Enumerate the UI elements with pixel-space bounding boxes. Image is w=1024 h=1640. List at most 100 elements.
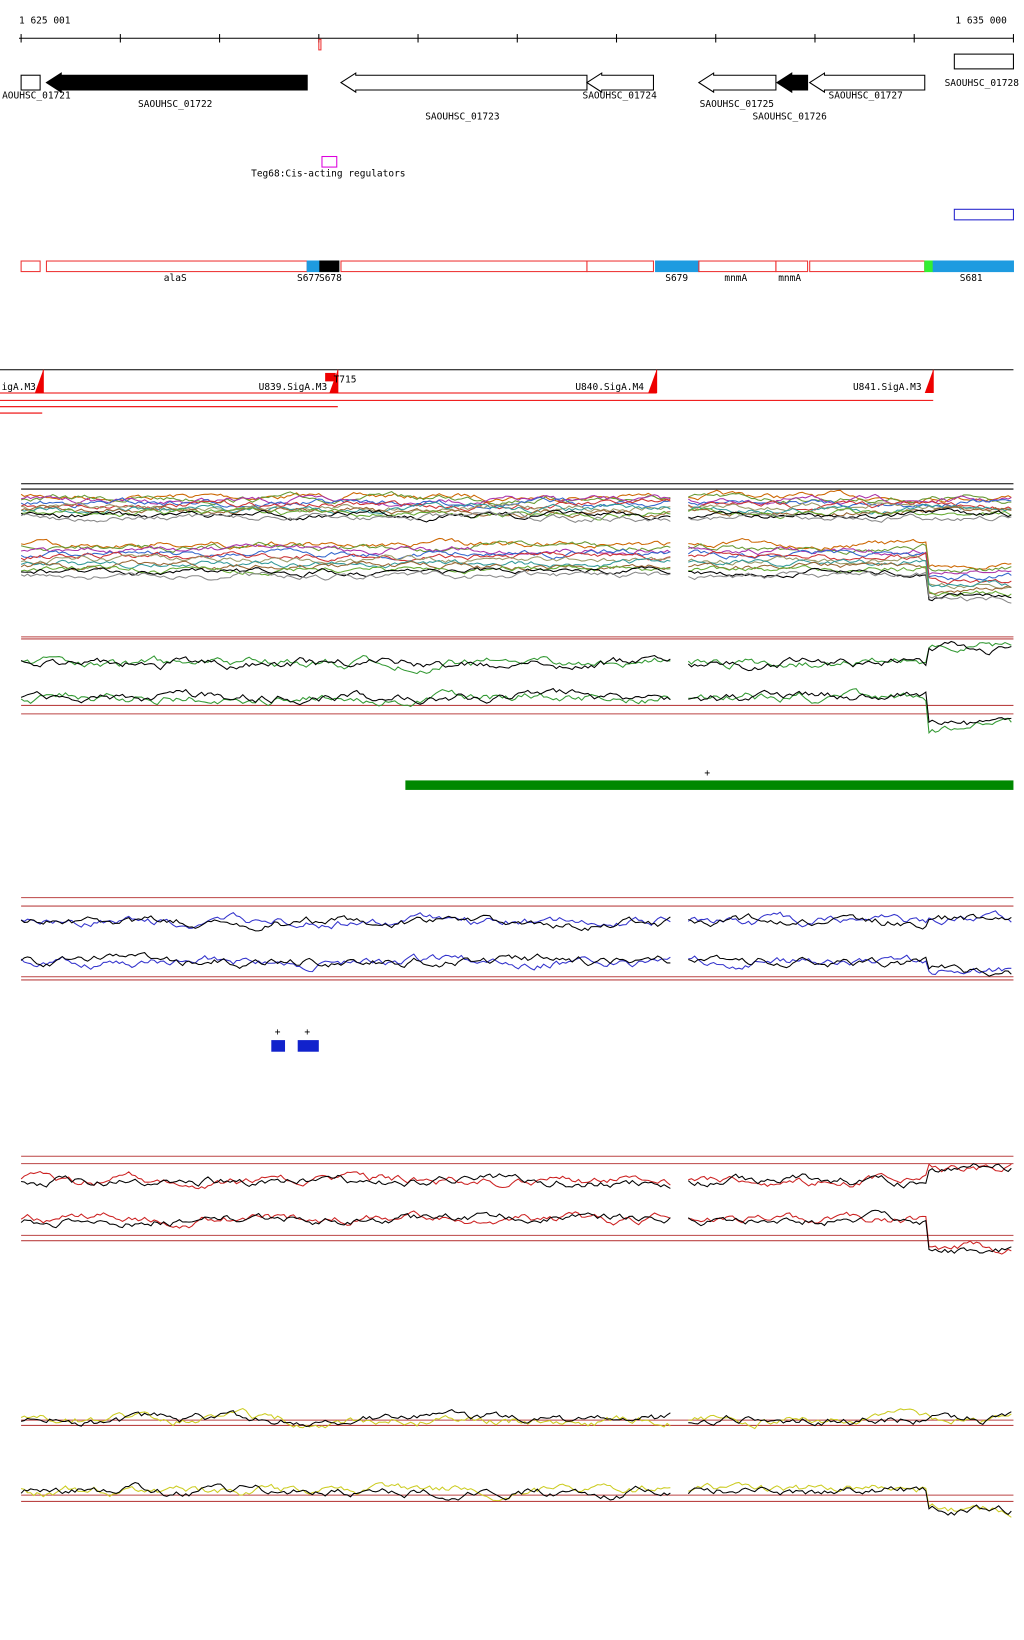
feature bbox=[809, 260, 926, 273]
gene-arrow bbox=[808, 72, 926, 94]
feature-label: mnmA bbox=[778, 273, 801, 284]
feature-label: S679 bbox=[665, 273, 688, 284]
gene-label: SAOUHSC_01726 bbox=[752, 112, 827, 123]
expression-line bbox=[20, 551, 671, 563]
expression-line bbox=[20, 492, 671, 503]
feature bbox=[340, 260, 588, 273]
regulator-box bbox=[321, 155, 338, 168]
regulator-label: Teg68:Cis-acting regulators bbox=[251, 169, 405, 180]
gene-label: SAOUHSC_01725 bbox=[700, 99, 774, 110]
expression-line bbox=[20, 1481, 671, 1501]
expression-line bbox=[688, 550, 1012, 585]
expression-line bbox=[688, 954, 1012, 975]
feature-label: alaS bbox=[164, 273, 187, 284]
expression-line bbox=[20, 547, 671, 561]
promoter-arrow bbox=[924, 369, 934, 393]
gene-label: SAOUHSC_01722 bbox=[138, 99, 212, 110]
expression-line bbox=[20, 564, 671, 576]
expression-line bbox=[688, 561, 1012, 595]
feature bbox=[20, 260, 41, 273]
expression-line bbox=[20, 557, 671, 569]
expression-line bbox=[688, 1411, 1012, 1427]
gene-label: SAOUHSC_01724 bbox=[582, 90, 657, 101]
expression-line bbox=[688, 506, 1012, 520]
gene-arrow bbox=[585, 72, 654, 94]
gene-box bbox=[20, 74, 41, 91]
expression-line bbox=[687, 1209, 1012, 1254]
expression-line bbox=[20, 687, 671, 706]
feature bbox=[45, 260, 308, 273]
expression-line bbox=[20, 509, 671, 523]
expression-line bbox=[688, 558, 1012, 589]
expression-line bbox=[21, 543, 671, 556]
feature-label: S677 bbox=[297, 273, 320, 284]
gene-box bbox=[953, 53, 1014, 70]
expression-line bbox=[688, 511, 1012, 523]
promoter-label: U839.SigA.M3 bbox=[259, 382, 328, 393]
feature bbox=[932, 260, 1014, 273]
expression-line bbox=[20, 654, 671, 671]
expression-line bbox=[688, 493, 1012, 506]
expression-line bbox=[21, 553, 671, 565]
expression-line bbox=[687, 641, 1012, 670]
expression-line bbox=[20, 914, 671, 932]
expression-line bbox=[688, 537, 1012, 570]
expression-line bbox=[20, 912, 671, 930]
promoter-label: U841.SigA.M3 bbox=[853, 382, 922, 393]
feature bbox=[319, 260, 340, 273]
expression-line bbox=[688, 689, 1012, 726]
expression-line bbox=[20, 1211, 671, 1229]
expression-line bbox=[688, 546, 1012, 576]
feature bbox=[306, 260, 321, 273]
expression-line bbox=[21, 566, 671, 578]
feature-label: mnmA bbox=[724, 273, 747, 284]
strand-mark: + bbox=[275, 1027, 281, 1038]
gene-label: SAOUHSC_01723 bbox=[425, 112, 499, 123]
ruler-mark bbox=[318, 38, 322, 51]
expression-line bbox=[20, 1408, 671, 1428]
feature-label: S678 bbox=[319, 273, 342, 284]
expression-line bbox=[688, 499, 1012, 511]
feature bbox=[775, 260, 809, 273]
gene-arrow bbox=[775, 72, 809, 94]
gene-label: AOUHSC_01721 bbox=[2, 90, 71, 101]
feature-box bbox=[953, 208, 1014, 221]
expression-line bbox=[687, 640, 1012, 672]
expression-line bbox=[21, 494, 671, 508]
promoter-arrow bbox=[34, 369, 44, 393]
expression-line bbox=[687, 549, 1012, 581]
feature bbox=[698, 260, 777, 273]
gene-label: SAOUHSC_01728 bbox=[945, 78, 1020, 89]
expression-line bbox=[688, 1211, 1012, 1255]
expression-line bbox=[687, 1163, 1012, 1189]
segment bbox=[271, 1040, 286, 1052]
expression-line bbox=[21, 1173, 671, 1189]
segment bbox=[297, 1040, 319, 1052]
expression-line bbox=[20, 510, 671, 523]
expression-line bbox=[688, 498, 1012, 508]
expression-line bbox=[21, 507, 671, 521]
segment bbox=[405, 780, 1014, 790]
gene-arrow bbox=[697, 72, 777, 94]
expression-line bbox=[20, 501, 671, 515]
feature-label: S681 bbox=[960, 273, 983, 284]
expression-line bbox=[20, 952, 671, 969]
promoter-label: T715 bbox=[334, 374, 357, 385]
terminator bbox=[325, 372, 336, 382]
ruler-end: 1 635 000 bbox=[955, 15, 1007, 26]
feature bbox=[924, 260, 934, 273]
expression-line bbox=[20, 1210, 671, 1229]
promoter-label: igA.M3 bbox=[2, 382, 36, 393]
gene-arrow bbox=[340, 72, 588, 94]
expression-line bbox=[20, 1482, 671, 1502]
expression-line bbox=[688, 1163, 1012, 1188]
feature bbox=[655, 260, 700, 273]
strand-mark: + bbox=[704, 768, 710, 779]
expression-line bbox=[688, 507, 1012, 520]
expression-line bbox=[687, 1486, 1012, 1516]
expression-line bbox=[21, 537, 671, 550]
feature bbox=[586, 260, 654, 273]
expression-line bbox=[20, 1407, 671, 1429]
promoter-label: U840.SigA.M4 bbox=[575, 382, 644, 393]
